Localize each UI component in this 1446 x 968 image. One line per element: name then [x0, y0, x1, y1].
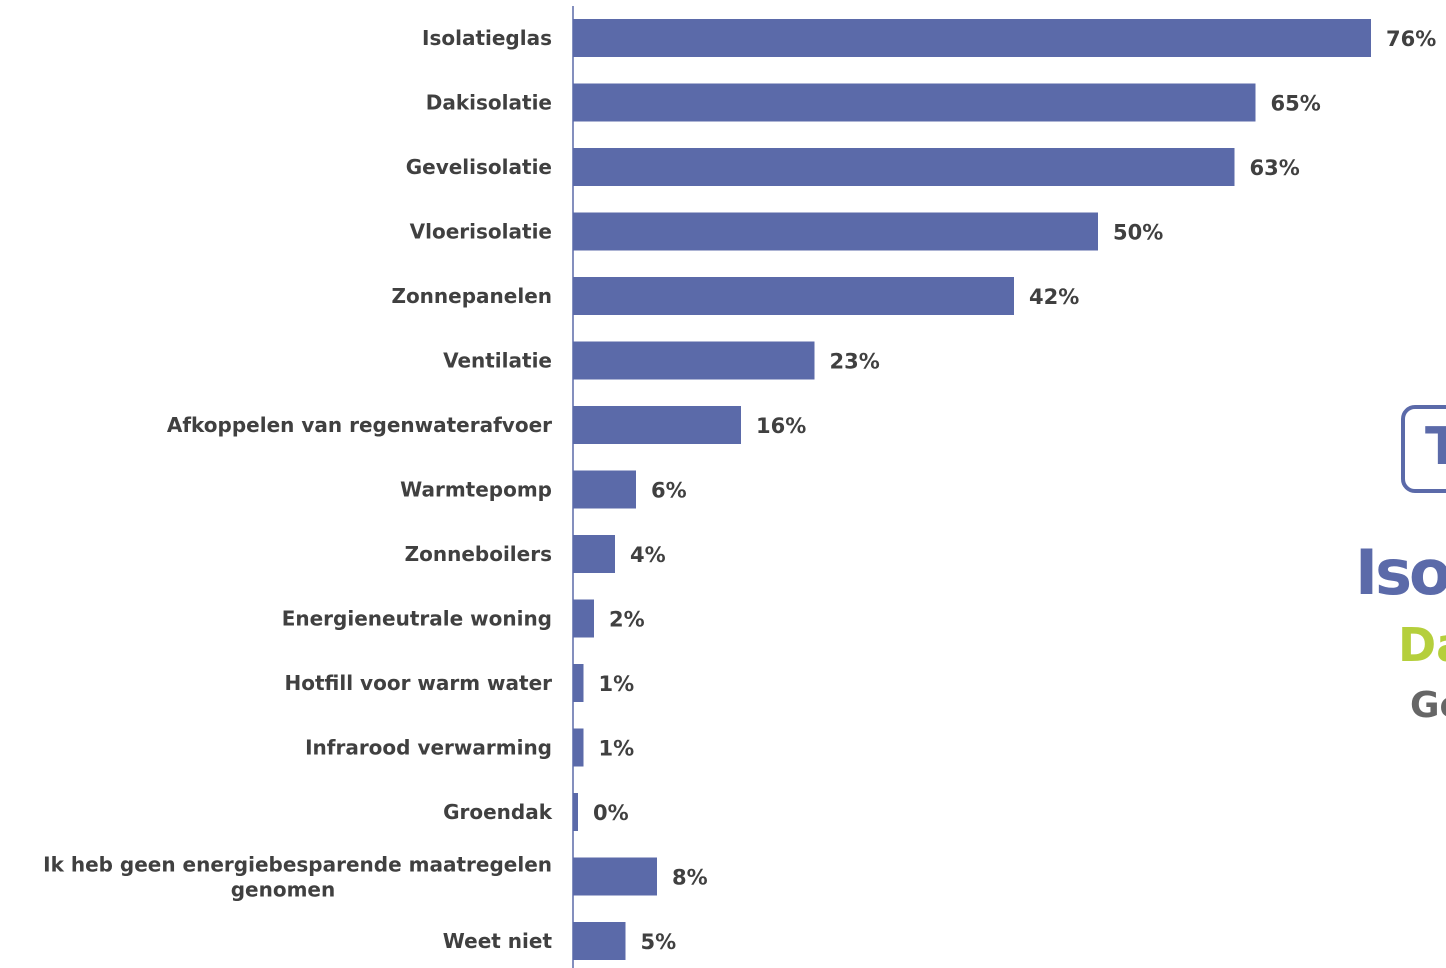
rank-2-text: Da: [1398, 618, 1446, 672]
category-label: Zonnepanelen: [391, 284, 552, 308]
category-label: Vloerisolatie: [410, 220, 552, 244]
category-label: Groendak: [443, 800, 553, 824]
category-label: Hotfill voor warm water: [285, 671, 553, 695]
category-label: Zonneboilers: [405, 542, 552, 566]
bar: [573, 83, 1256, 122]
value-label: 4%: [630, 543, 666, 567]
bar: [573, 148, 1235, 186]
category-label: Warmtepomp: [400, 478, 552, 502]
value-label: 76%: [1386, 27, 1436, 51]
bar: [573, 664, 584, 702]
rank-1-text: Iso: [1355, 536, 1446, 609]
category-label: Gevelisolatie: [406, 155, 552, 179]
value-label: 63%: [1250, 156, 1300, 180]
decorative-side-panel: T Iso Da Ge: [1340, 400, 1446, 760]
value-label: 42%: [1029, 285, 1079, 309]
value-labels: 76% 65% 63% 50% 42% 23% 16% 6% 4% 2% 1% 1% 0% 8% 5%: [593, 27, 1436, 954]
value-label: 5%: [641, 930, 677, 954]
badge-frame: T: [1401, 405, 1446, 493]
bar: [573, 922, 626, 960]
category-label: Infrarood verwarming: [305, 736, 552, 760]
bar: [573, 19, 1371, 57]
category-label: Weet niet: [443, 929, 553, 953]
bar: [573, 212, 1098, 251]
bar: [573, 277, 1014, 315]
value-label: 1%: [599, 737, 635, 761]
value-label: 6%: [651, 479, 687, 503]
category-label: Energieneutrale woning: [282, 607, 552, 631]
bar: [573, 470, 636, 509]
bar: [573, 341, 815, 380]
category-label: Afkoppelen van regenwaterafvoer: [167, 413, 552, 437]
category-labels: Isolatieglas Dakisolatie Gevelisolatie Vloe…: [43, 26, 553, 953]
value-label: 1%: [599, 672, 635, 696]
value-label: 23%: [830, 350, 880, 374]
value-label: 0%: [593, 801, 629, 825]
value-label: 8%: [672, 866, 708, 890]
category-label: Ventilatie: [443, 349, 552, 373]
bar: [573, 728, 584, 767]
value-label: 50%: [1113, 221, 1163, 245]
bar: [573, 535, 615, 573]
category-label: Isolatieglas: [422, 26, 552, 50]
bar: [573, 857, 657, 896]
value-label: 2%: [609, 608, 645, 632]
category-label: Ik heb geen energiebesparende maatregele…: [43, 853, 552, 902]
bar: [573, 599, 594, 638]
value-label: 16%: [756, 414, 806, 438]
bars-layer: [573, 19, 1371, 960]
category-label: Dakisolatie: [426, 91, 552, 115]
bar: [573, 793, 578, 831]
value-label: 65%: [1271, 92, 1321, 116]
badge-letter: T: [1425, 417, 1446, 477]
rank-3-text: Ge: [1410, 685, 1446, 726]
bar: [573, 406, 741, 444]
